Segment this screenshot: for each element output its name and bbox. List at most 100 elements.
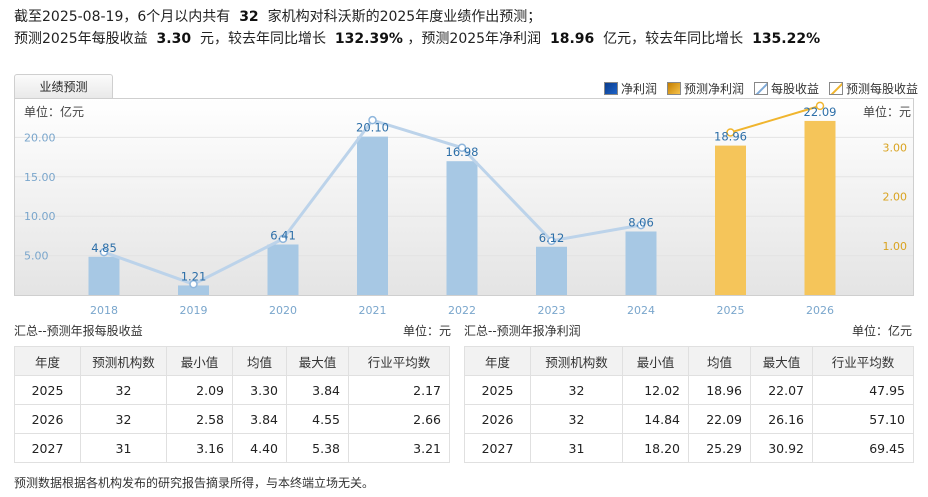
eps-point [189, 279, 198, 289]
year-cell: 2026 [14, 404, 81, 434]
value-cell: 2.09 [166, 375, 233, 405]
column-header: 均值 [688, 346, 751, 376]
value-cell: 30.92 [750, 433, 813, 463]
eps-table-unit: 单位：元 [403, 324, 452, 338]
eps-point [547, 236, 556, 246]
year-cell: 2026 [464, 404, 531, 434]
eps-line-swatch-icon [753, 82, 768, 95]
right-y-tick-label: 2.00 [883, 191, 908, 204]
summary-text: ，预测2025年净利润 [407, 31, 542, 47]
net-profit-data-label: 4.85 [91, 241, 117, 255]
x-tick-label: 2019 [180, 304, 208, 317]
right-y-tick-label: 3.00 [883, 141, 908, 154]
legend-item-net-profit[interactable]: 净利润 [603, 80, 657, 97]
net-profit-bar [625, 231, 657, 295]
summary-line-1: 截至2025-08-19，6个月以内共有 32 家机构对科沃斯的2025年度业绩… [14, 6, 914, 28]
y-tick-label: 10.00 [24, 210, 56, 223]
legend-item-eps[interactable]: 每股收益 [753, 80, 819, 97]
summary-text: 亿元，较去年同比增长 [603, 31, 744, 47]
right-axis-unit: 单位：元 [863, 104, 911, 119]
table-header-row: 年度 预测机构数 最小值 均值 最大值 行业平均数 [14, 346, 450, 376]
x-tick-label: 2024 [627, 304, 655, 317]
column-header: 最大值 [286, 346, 349, 376]
value-cell: 32 [530, 404, 623, 434]
year-cell: 2027 [464, 433, 531, 463]
value-cell: 47.95 [812, 375, 914, 405]
value-cell: 31 [530, 433, 623, 463]
net-profit-bar [536, 246, 567, 295]
tab-earnings-forecast[interactable]: 业绩预测 [14, 74, 113, 98]
value-cell: 3.84 [232, 404, 287, 434]
column-header: 最大值 [750, 346, 813, 376]
value-cell: 32 [80, 375, 167, 405]
value-cell: 32 [80, 404, 167, 434]
x-tick-label: 2020 [269, 304, 297, 317]
net-profit-bar [446, 161, 478, 295]
column-header: 行业平均数 [348, 346, 450, 376]
table-row: 2027 31 3.16 4.40 5.38 3.21 [14, 433, 450, 463]
np-table-title: 汇总--预测年报净利润 [464, 324, 581, 338]
net-profit-bar [267, 244, 299, 295]
forecast-net-profit-value: 18.96 [549, 31, 595, 47]
column-header: 年度 [464, 346, 531, 376]
value-cell: 12.02 [622, 375, 689, 405]
column-header: 预测机构数 [80, 346, 167, 376]
legend-label: 每股收益 [770, 82, 819, 96]
left-axis-unit: 单位：亿元 [24, 104, 84, 119]
value-cell: 25.29 [688, 433, 751, 463]
value-cell: 32 [530, 375, 623, 405]
legend-item-forecast-net-profit[interactable]: 预测净利润 [666, 80, 744, 97]
eps-growth-value: 132.39% [334, 31, 403, 47]
institution-count: 32 [239, 9, 259, 25]
year-cell: 2027 [14, 433, 81, 463]
net-profit-data-label: 6.41 [270, 228, 296, 242]
chart-legend: 净利润 预测净利润 每股收益 预测每股收益 [603, 80, 918, 97]
forecast-net-profit-bar [804, 120, 836, 295]
earnings-chart-svg: 4.85 1.21 6.41 20.10 16.98 6.12 8.06 18.96 22.09… [14, 98, 914, 317]
forecast-eps-point [815, 101, 825, 111]
net-profit-bar [88, 256, 120, 295]
right-y-tick-label: 1.00 [883, 240, 908, 253]
eps-point [636, 220, 646, 230]
column-header: 均值 [232, 346, 287, 376]
forecast-summary: 截至2025-08-19，6个月以内共有 32 家机构对科沃斯的2025年度业绩… [14, 6, 914, 50]
table-row: 2027 31 18.20 25.29 30.92 69.45 [464, 433, 914, 463]
forecast-net-profit-data-label: 22.09 [804, 105, 837, 119]
net-profit-growth-value: 135.22% [752, 31, 821, 47]
forecast-eps-point [726, 128, 735, 137]
value-cell: 2.66 [348, 404, 450, 434]
eps-point [457, 143, 467, 152]
table-row: 2026 32 14.84 22.09 26.16 57.10 [464, 404, 914, 434]
x-tick-label: 2023 [538, 304, 566, 317]
value-cell: 18.96 [688, 375, 751, 405]
value-cell: 2.17 [348, 375, 450, 405]
legend-label: 净利润 [620, 82, 657, 96]
value-cell: 57.10 [812, 404, 914, 434]
year-cell: 2025 [14, 375, 81, 405]
value-cell: 31 [80, 433, 167, 463]
legend-item-forecast-eps[interactable]: 预测每股收益 [828, 80, 918, 97]
eps-table-title: 汇总--预测年报每股收益 [14, 324, 143, 338]
column-header: 预测机构数 [530, 346, 623, 376]
net-profit-bar [178, 285, 209, 295]
forecast-net-profit-swatch-icon [666, 82, 681, 95]
eps-point [368, 115, 377, 125]
value-cell: 3.16 [166, 433, 233, 463]
x-tick-label: 2021 [359, 304, 387, 317]
net-profit-data-label: 1.21 [181, 269, 207, 283]
y-tick-label: 5.00 [24, 250, 49, 263]
summary-text: 预测2025年每股收益 [14, 31, 148, 47]
column-header: 最小值 [166, 346, 233, 376]
forecast-eps-line [730, 104, 821, 134]
net-profit-data-label: 20.10 [356, 121, 389, 135]
table-row: 2025 32 12.02 18.96 22.07 47.95 [464, 375, 914, 405]
column-header: 行业平均数 [812, 346, 914, 376]
table-row: 2026 32 2.58 3.84 4.55 2.66 [14, 404, 450, 434]
net-profit-forecast-table: 年度 预测机构数 最小值 均值 最大值 行业平均数 2025 32 12.02 18.96 22.… [464, 346, 914, 463]
value-cell: 3.30 [232, 375, 287, 405]
forecast-eps-value: 3.30 [156, 31, 192, 47]
value-cell: 26.16 [750, 404, 813, 434]
value-cell: 22.07 [750, 375, 813, 405]
value-cell: 22.09 [688, 404, 751, 434]
y-tick-label: 20.00 [24, 131, 56, 144]
